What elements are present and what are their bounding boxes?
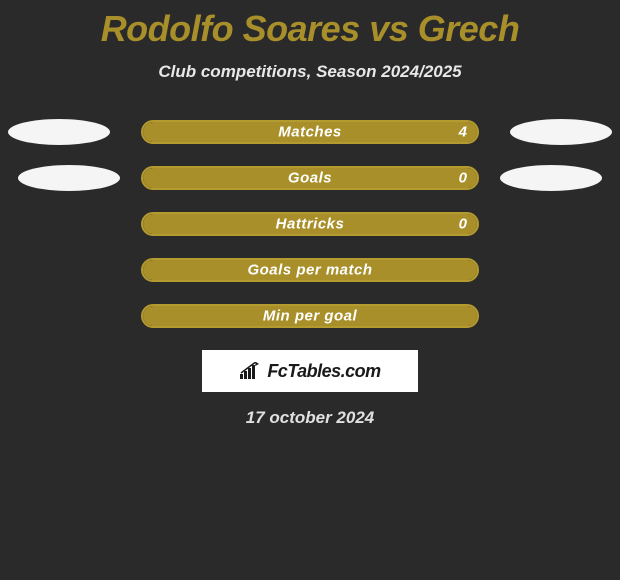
stat-rows: Matches 4 Goals 0 Hattricks 0 Goals per match M…: [0, 120, 620, 328]
stat-bar: Goals 0: [141, 166, 479, 190]
stat-row: Matches 4: [0, 120, 620, 144]
logo-text: FcTables.com: [267, 361, 380, 382]
player-left-shape: [18, 165, 120, 191]
logo-chart-icon: [239, 362, 261, 380]
player-left-shape: [8, 119, 110, 145]
stat-row: Goals 0: [0, 166, 620, 190]
stat-row: Min per goal: [0, 304, 620, 328]
stat-value-right: 0: [459, 216, 467, 233]
stat-label: Hattricks: [276, 216, 345, 233]
player-right-shape: [510, 119, 612, 145]
stat-label: Matches: [278, 124, 342, 141]
stat-bar: Goals per match: [141, 258, 479, 282]
logo-box[interactable]: FcTables.com: [202, 350, 418, 392]
stat-row: Goals per match: [0, 258, 620, 282]
stat-value-right: 4: [459, 124, 467, 141]
stat-value-right: 0: [459, 170, 467, 187]
stat-label: Goals: [288, 170, 332, 187]
stat-label: Goals per match: [247, 262, 372, 279]
player-right-shape: [500, 165, 602, 191]
stat-label: Min per goal: [263, 308, 357, 325]
stat-bar: Hattricks 0: [141, 212, 479, 236]
page-subtitle: Club competitions, Season 2024/2025: [0, 62, 620, 82]
stat-bar: Matches 4: [141, 120, 479, 144]
page-date: 17 october 2024: [0, 408, 620, 428]
stat-bar: Min per goal: [141, 304, 479, 328]
page-title: Rodolfo Soares vs Grech: [0, 0, 620, 50]
stat-row: Hattricks 0: [0, 212, 620, 236]
